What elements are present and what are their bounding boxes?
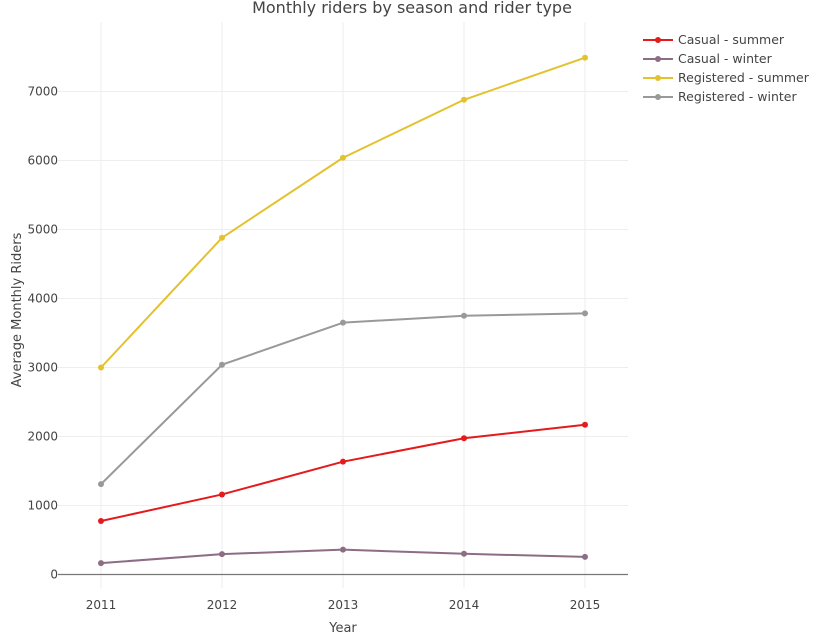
x-tick-label: 2012 [207, 598, 238, 612]
series-point-2 [98, 364, 104, 371]
y-tick-labels: 0 1000 2000 3000 4000 5000 6000 7000 [27, 85, 58, 582]
series-lines [98, 54, 588, 567]
series-point-3 [219, 361, 225, 368]
legend-swatch-marker [655, 37, 661, 43]
y-tick-label: 1000 [27, 499, 58, 513]
series-point-3 [98, 481, 104, 488]
series-point-3 [461, 312, 467, 319]
series-point-2 [461, 96, 467, 103]
series-point-1 [582, 553, 588, 560]
series-point-0 [219, 491, 225, 498]
y-tick-label: 4000 [27, 292, 58, 306]
y-tick-label: 3000 [27, 361, 58, 375]
gridlines [58, 22, 628, 588]
x-tick-label: 2011 [86, 598, 117, 612]
series-point-1 [461, 550, 467, 557]
series-point-2 [582, 54, 588, 61]
legend-label: Registered - summer [678, 70, 810, 85]
y-tick-label: 7000 [27, 85, 58, 99]
series-point-0 [340, 458, 346, 465]
y-axis-label: Average Monthly Riders [10, 232, 25, 387]
y-tick-label: 0 [50, 568, 58, 582]
series-point-1 [219, 551, 225, 558]
series-point-1 [98, 560, 104, 567]
y-tick-label: 2000 [27, 430, 58, 444]
legend: Casual - summer Casual - winter Registered… [643, 32, 810, 104]
x-tick-label: 2015 [570, 598, 601, 612]
legend-swatch-marker [655, 75, 661, 81]
legend-label: Casual - winter [678, 51, 773, 66]
x-tick-label: 2013 [328, 598, 359, 612]
series-point-3 [340, 319, 346, 326]
chart-title: Monthly riders by season and rider type [252, 0, 572, 17]
legend-label: Casual - summer [678, 32, 785, 47]
series-point-0 [461, 435, 467, 442]
series-point-3 [582, 310, 588, 317]
x-axis-label: Year [328, 621, 357, 635]
series-point-0 [98, 518, 104, 525]
series-point-2 [340, 154, 346, 161]
legend-swatch-marker [655, 56, 661, 62]
y-tick-label: 5000 [27, 223, 58, 237]
series-point-1 [340, 546, 346, 553]
x-tick-label: 2014 [449, 598, 480, 612]
x-tick-labels: 2011 2012 2013 2014 2015 [86, 598, 601, 612]
y-tick-label: 6000 [27, 154, 58, 168]
legend-swatch-marker [655, 94, 661, 100]
legend-label: Registered - winter [678, 89, 797, 104]
series-point-2 [219, 234, 225, 241]
series-point-0 [582, 421, 588, 428]
